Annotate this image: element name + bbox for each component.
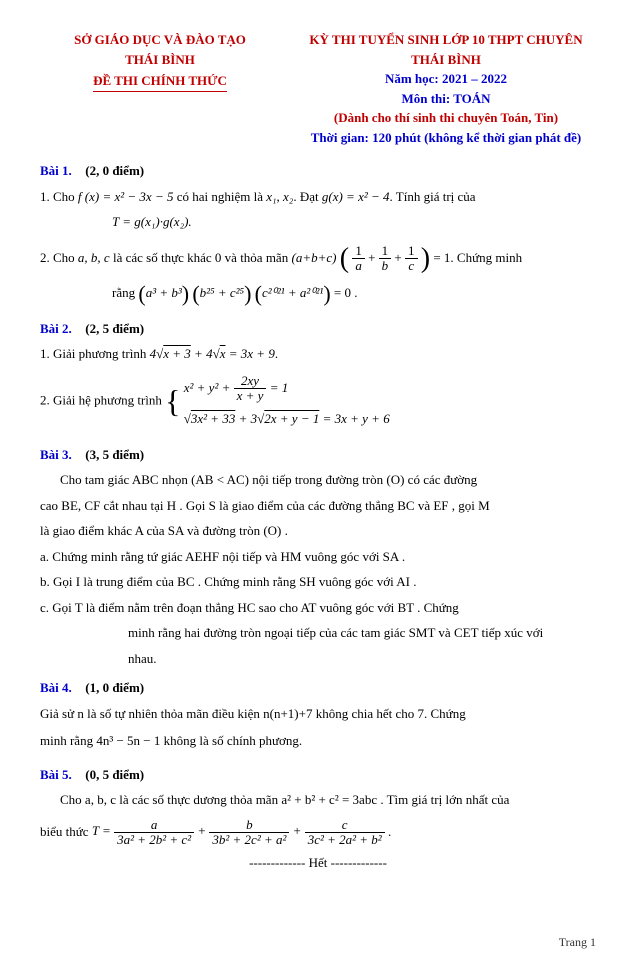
b3-pts: (3, 5 điểm) xyxy=(85,447,144,462)
b3-title: Bài 3. xyxy=(40,445,82,465)
b3-b: b. Gọi I là trung điểm của BC . Chứng mi… xyxy=(40,572,596,592)
b3-l2: cao BE, CF cắt nhau tại H . Gọi S là gia… xyxy=(40,496,596,516)
b5-pts: (0, 5 điểm) xyxy=(85,767,144,782)
b4-l2: minh rằng 4n³ − 5n − 1 không là số chính… xyxy=(40,731,596,751)
b2-p1: 1. Giải phương trình 4x + 3 + 4x = 3x + … xyxy=(40,344,596,364)
exam-time: Thời gian: 120 phút (không kể thời gian … xyxy=(296,128,596,148)
b5-l2: biểu thức T = a3a² + 2b² + c² + b3b² + 2… xyxy=(40,818,596,848)
b5-title: Bài 5. xyxy=(40,765,82,785)
exam-subject: Môn thi: TOÁN xyxy=(296,89,596,109)
b1-p2-line1: 2. Cho a, b, c là các số thực khác 0 và … xyxy=(40,244,596,274)
b1-p1-line1: 1. Cho f (x) = x² − 3x − 5 có hai nghiệm… xyxy=(40,187,596,207)
b4-title: Bài 4. xyxy=(40,678,82,698)
b1-title: Bài 1. xyxy=(40,161,82,181)
end-marker: ------------- Hết ------------- xyxy=(40,853,596,873)
page-number: Trang 1 xyxy=(40,933,596,951)
org-name: SỞ GIÁO DỤC VÀ ĐÀO TẠO xyxy=(40,30,280,50)
b3-l1: Cho tam giác ABC nhọn (AB < AC) nội tiếp… xyxy=(40,470,596,490)
b1-p2-line2: rằng (a³ + b³) (b²⁵ + c²⁵) (c²⁰²¹ + a²⁰²… xyxy=(112,283,596,303)
b1-pts: (2, 0 điểm) xyxy=(85,163,144,178)
exam-title: KỲ THI TUYỂN SINH LỚP 10 THPT CHUYÊN THÁ… xyxy=(296,30,596,69)
b3-a: a. Chứng minh rằng tứ giác AEHF nội tiếp… xyxy=(40,547,596,567)
b2-pts: (2, 5 điểm) xyxy=(85,321,144,336)
b2-title: Bài 2. xyxy=(40,319,82,339)
exam-for: (Dành cho thí sinh thi chuyên Toán, Tin) xyxy=(296,108,596,128)
b2-p2: 2. Giải hệ phương trình { x² + y² + 2xyx… xyxy=(40,374,596,429)
b4-l1: Giả sử n là số tự nhiên thỏa mãn điều ki… xyxy=(40,704,596,724)
b3-c2: minh rằng hai đường tròn ngoại tiếp của … xyxy=(128,623,596,643)
b3-c1: c. Gọi T là điểm nằm trên đoạn thẳng HC … xyxy=(40,598,596,618)
exam-year: Năm học: 2021 – 2022 xyxy=(296,69,596,89)
b5-l1: Cho a, b, c là các số thực dương thỏa mã… xyxy=(40,790,596,810)
b1-p1-T: T = g(x₁)·g(x₂). xyxy=(112,212,596,232)
b4-pts: (1, 0 điểm) xyxy=(85,680,144,695)
province: THÁI BÌNH xyxy=(40,50,280,70)
b3-c3: nhau. xyxy=(128,649,596,669)
b3-l3: là giao điểm khác A của SA và đường tròn… xyxy=(40,521,596,541)
official: ĐỀ THI CHÍNH THỨC xyxy=(93,71,227,92)
